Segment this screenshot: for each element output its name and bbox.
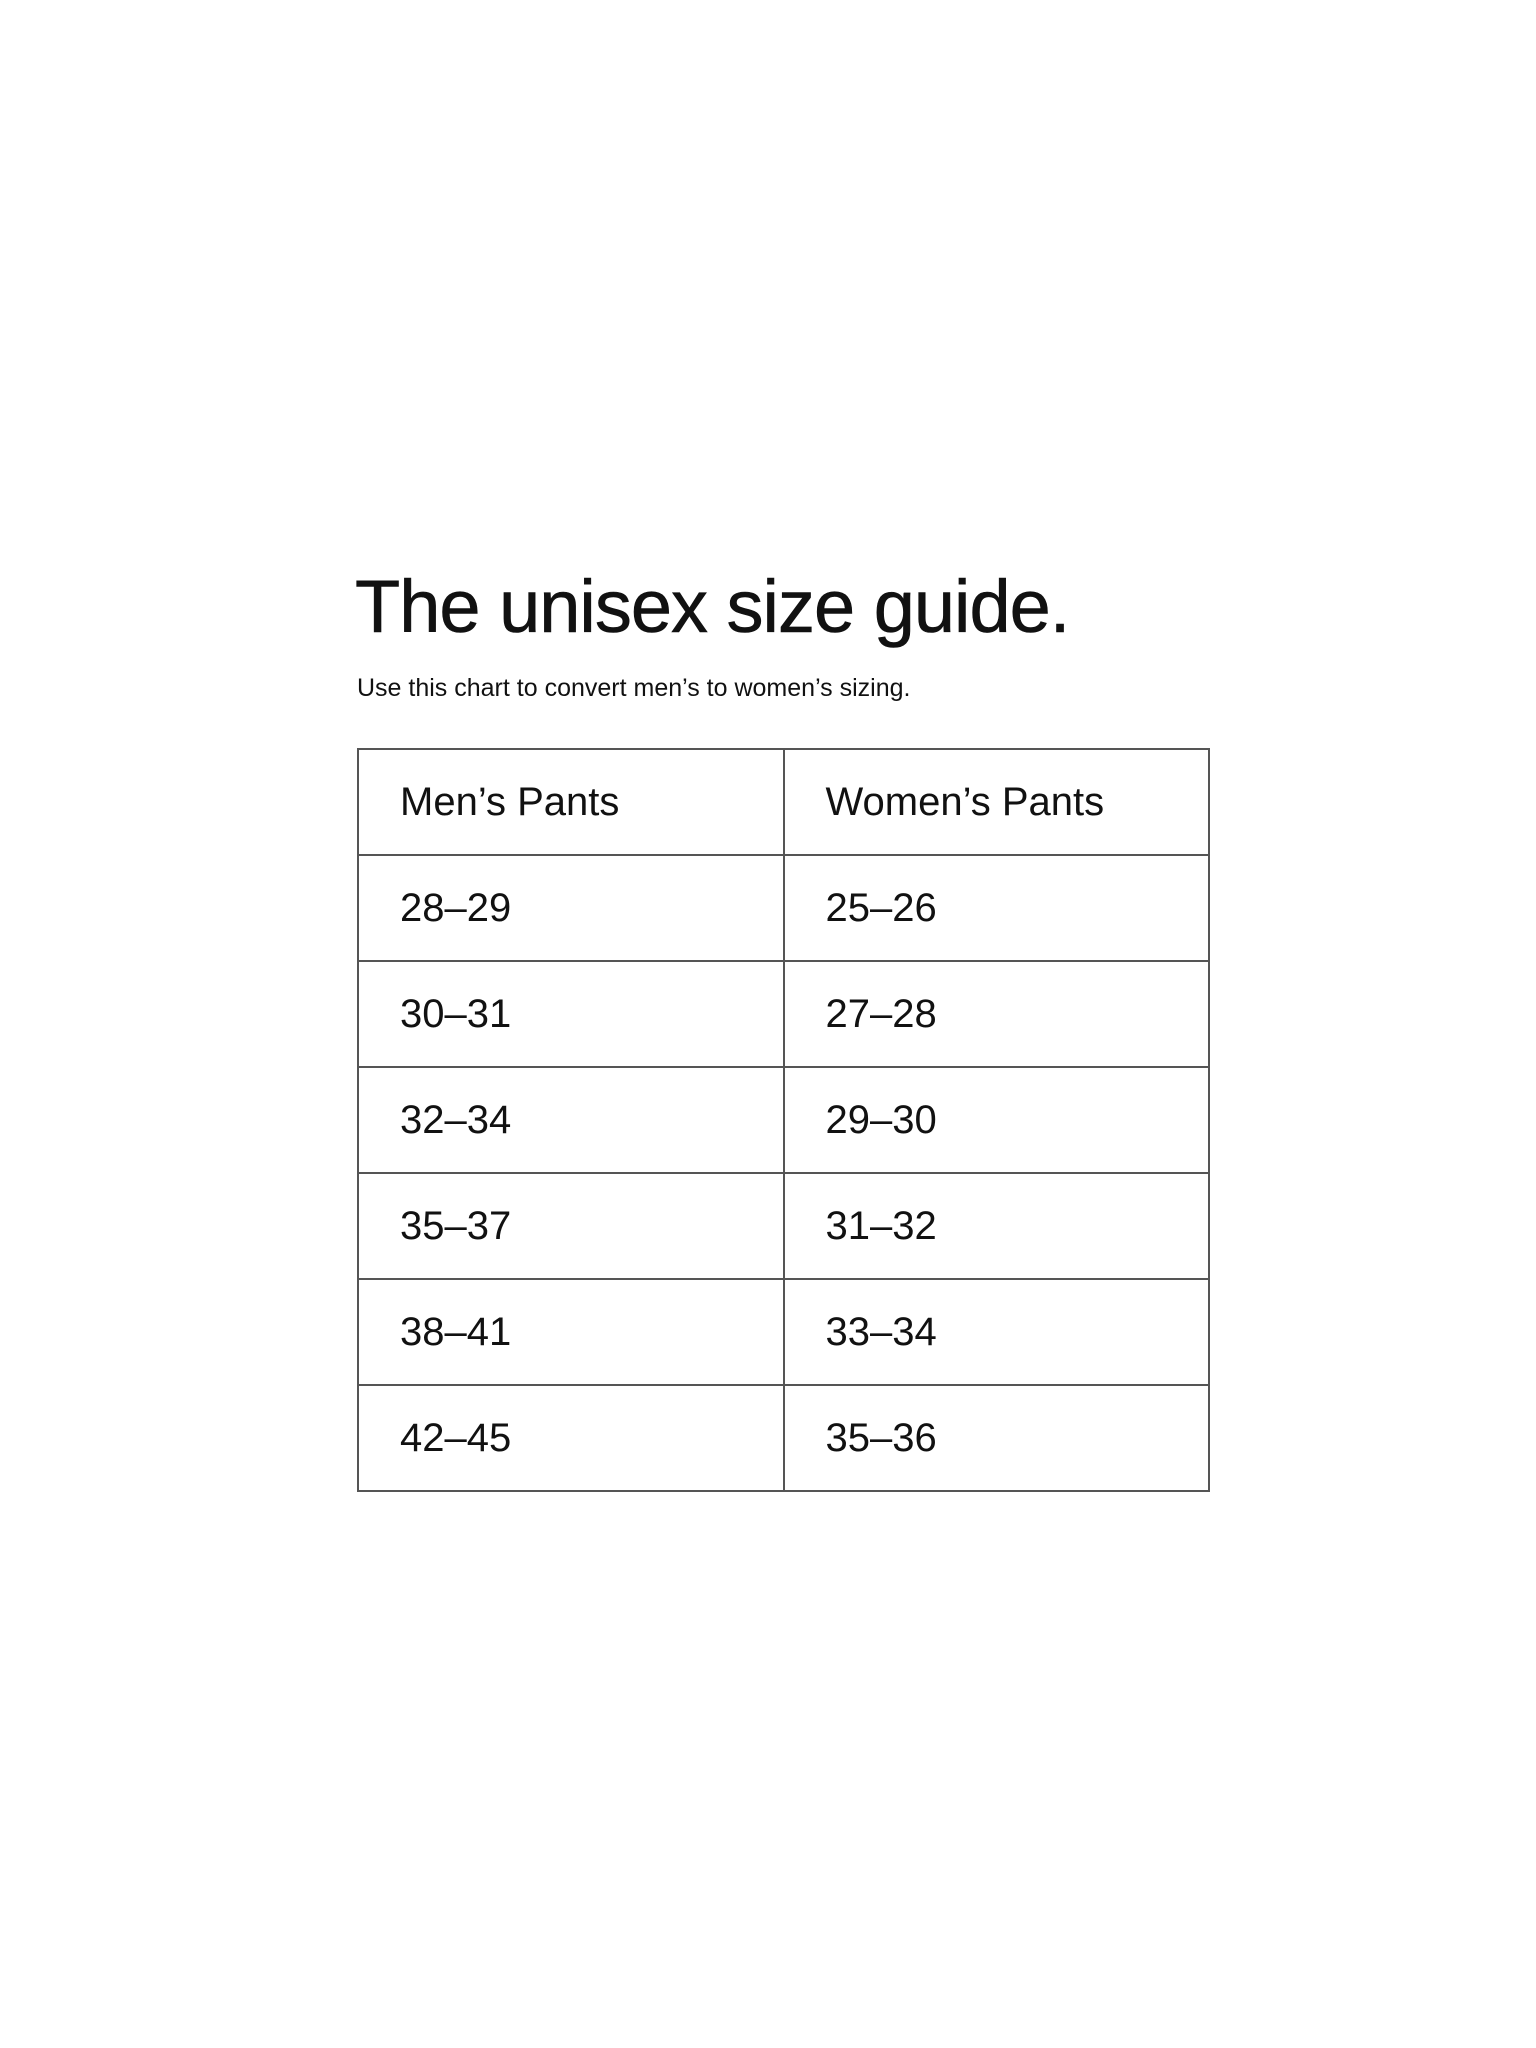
womens-size-cell: 33–34	[782, 1278, 1210, 1386]
womens-size-cell: 31–32	[782, 1172, 1210, 1280]
womens-size-cell: 35–36	[782, 1384, 1210, 1492]
header-womens-pants: Women’s Pants	[782, 748, 1210, 856]
mens-size-cell: 28–29	[357, 854, 785, 962]
header-mens-pants: Men’s Pants	[357, 748, 785, 856]
page-subtitle: Use this chart to convert men’s to women…	[357, 674, 911, 702]
mens-size-cell: 30–31	[357, 960, 785, 1068]
womens-size-cell: 25–26	[782, 854, 1210, 962]
mens-size-cell: 42–45	[357, 1384, 785, 1492]
size-conversion-table: Men’s Pants Women’s Pants 28–29 25–26 30–…	[357, 748, 1210, 1492]
mens-size-cell: 35–37	[357, 1172, 785, 1280]
table-row: 28–29 25–26	[357, 854, 1210, 962]
page-title: The unisex size guide.	[355, 565, 1071, 649]
table-row: 30–31 27–28	[357, 960, 1210, 1068]
table-row: 38–41 33–34	[357, 1278, 1210, 1386]
table-row: 35–37 31–32	[357, 1172, 1210, 1280]
mens-size-cell: 32–34	[357, 1066, 785, 1174]
womens-size-cell: 27–28	[782, 960, 1210, 1068]
table-row: 42–45 35–36	[357, 1384, 1210, 1492]
table-header-row: Men’s Pants Women’s Pants	[357, 748, 1210, 856]
mens-size-cell: 38–41	[357, 1278, 785, 1386]
womens-size-cell: 29–30	[782, 1066, 1210, 1174]
table-row: 32–34 29–30	[357, 1066, 1210, 1174]
